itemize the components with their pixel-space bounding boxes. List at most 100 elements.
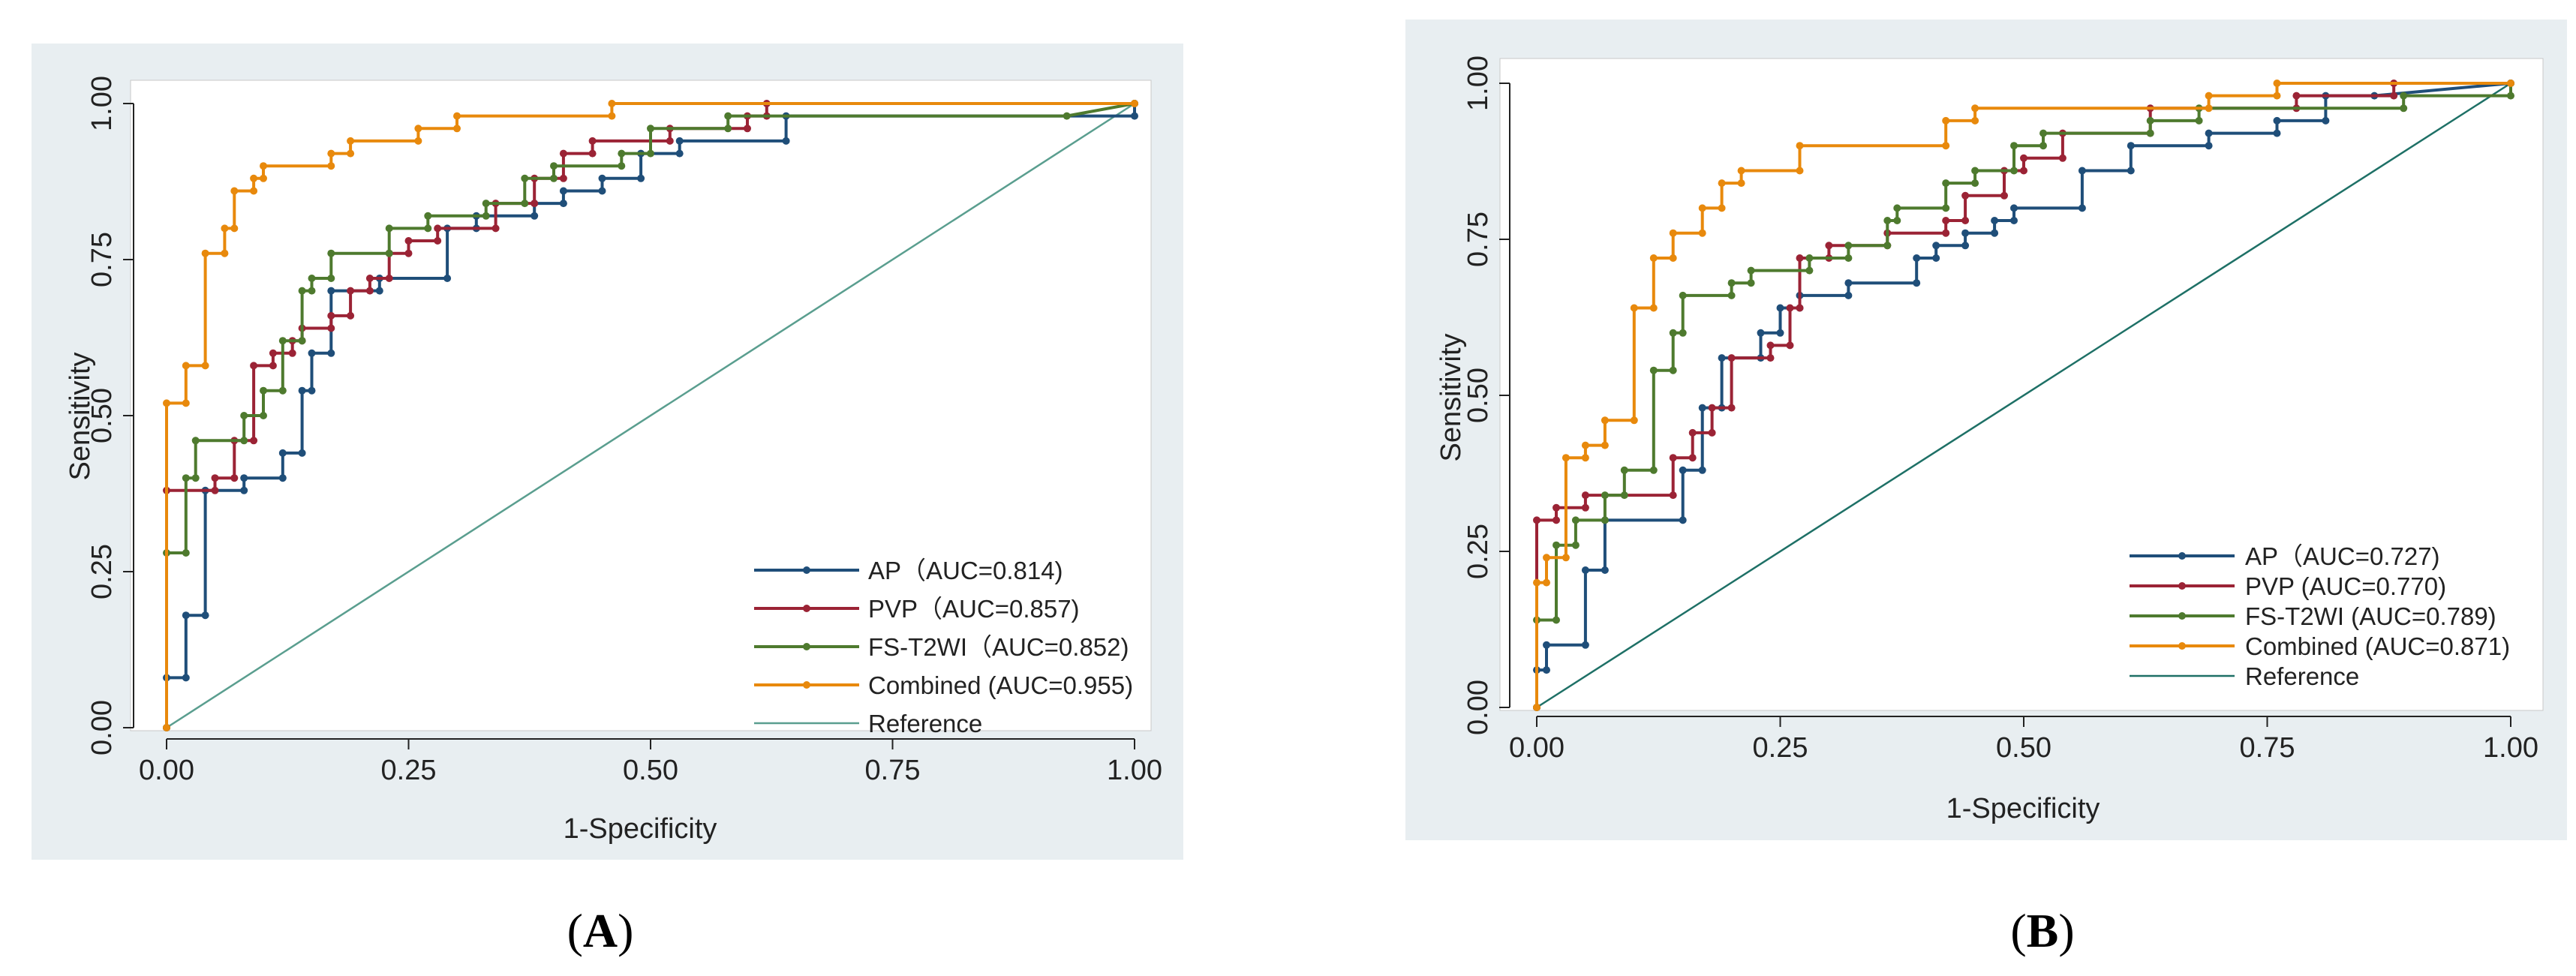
panel-b-data-point xyxy=(2205,142,2213,150)
panel-b-data-point xyxy=(1883,217,1892,224)
panel-b-data-point xyxy=(1708,404,1716,412)
panel-a-data-point xyxy=(647,125,654,133)
panel-b-data-point xyxy=(2400,92,2408,100)
panel-a-data-point xyxy=(250,187,258,195)
panel-a-data-point xyxy=(163,724,170,731)
panel-b-data-point xyxy=(1971,116,1979,125)
panel-b-data-point xyxy=(2020,167,2027,175)
panel-a-data-point xyxy=(182,674,190,682)
panel-b-legend-entry: Combined (AUC=0.871) xyxy=(2130,632,2510,660)
panel-a-data-point xyxy=(1063,112,1071,120)
panel-a-data-point xyxy=(521,200,529,208)
panel-a-data-point xyxy=(269,362,277,370)
panel-a-legend-label: FS-T2WI（AUC=0.852) xyxy=(868,633,1129,661)
panel-b-legend-entry: PVP (AUC=0.770) xyxy=(2130,572,2446,600)
panel-a-label: (A) xyxy=(567,904,634,957)
panel-b-data-point xyxy=(2273,92,2281,100)
panel-a-data-point xyxy=(278,474,287,482)
panel-a-label-letter: A xyxy=(583,904,618,957)
panel-b-data-point xyxy=(1913,279,1921,287)
panel-b-data-point xyxy=(1844,242,1853,250)
panel-b-data-point xyxy=(1776,329,1784,337)
panel-a-data-point xyxy=(598,174,606,182)
panel-b-y-tick-label: 0.25 xyxy=(1462,524,1494,579)
panel-b-data-point xyxy=(1601,416,1609,425)
panel-a-data-point xyxy=(191,437,200,445)
panel-a-data-point xyxy=(443,275,452,282)
panel-a-legend-entry: AP（AUC=0.814) xyxy=(754,557,1063,584)
panel-a-y-axis-title: Sensitivity xyxy=(65,352,96,480)
panel-b-data-point xyxy=(1805,266,1814,275)
panel-a-data-point xyxy=(327,311,335,320)
panel-a-legend-marker xyxy=(803,643,810,650)
panel-b-data-point xyxy=(1737,179,1745,188)
panel-b-data-point xyxy=(1553,516,1560,524)
panel-a-data-point xyxy=(211,486,219,494)
panel-b-data-point xyxy=(1971,104,1979,113)
panel-b-data-point xyxy=(1727,354,1736,362)
panel-a-data-point xyxy=(385,249,393,257)
panel-b-data-point xyxy=(1942,116,1950,125)
panel-b-data-point xyxy=(1991,229,1999,237)
panel-b-data-point xyxy=(1883,242,1892,250)
panel-b-data-point xyxy=(1698,404,1706,412)
panel-b-x-tick-label: 0.00 xyxy=(1509,732,1565,764)
panel-a-data-point xyxy=(327,249,335,257)
panel-b-data-point xyxy=(1543,578,1550,587)
panel-a-data-point xyxy=(434,224,442,233)
panel-b: 0.00 0.25 0.50 0.75 1.00 0.00 0.25 0.50 0.75 1.00… xyxy=(1405,20,2567,957)
panel-a-data-point xyxy=(240,474,248,482)
panel-b-series-line xyxy=(1535,82,2511,707)
panel-b-data-point xyxy=(1737,167,1745,175)
panel-a-legend-entry: FS-T2WI（AUC=0.852) xyxy=(754,633,1129,661)
panel-b-data-point xyxy=(2322,116,2330,125)
panel-b-data-point xyxy=(1669,366,1677,374)
panel-a-data-point xyxy=(260,412,267,419)
panel-a-data-point xyxy=(347,137,355,145)
panel-b-data-point xyxy=(1766,354,1775,362)
panel-b-data-point xyxy=(1553,541,1560,549)
panel-a-data-point xyxy=(559,200,567,208)
panel-b-data-point xyxy=(2146,116,2154,125)
panel-b-data-point xyxy=(1718,204,1726,212)
panel-a-data-point xyxy=(260,386,267,395)
panel-b-data-point xyxy=(1581,566,1589,574)
panel-a-data-point xyxy=(550,174,558,182)
panel-a-data-point xyxy=(250,174,258,182)
panel-b-legend-entry: Reference xyxy=(2130,662,2359,690)
panel-a-data-point xyxy=(1131,112,1138,120)
panel-a-data-point xyxy=(182,399,190,407)
panel-b-data-point xyxy=(1553,503,1560,512)
panel-a-data-point xyxy=(347,149,355,158)
panel-a-data-point xyxy=(250,437,258,445)
panel-b-data-point xyxy=(2010,142,2018,150)
panel-b-data-point xyxy=(1942,217,1950,224)
panel-b-data-point xyxy=(1805,254,1814,262)
panel-b-data-point xyxy=(1601,491,1609,500)
panel-a-legend: AP（AUC=0.814) PVP（AUC=0.857) FS-T2WI（AUC=0… xyxy=(754,557,1133,737)
panel-a-data-point xyxy=(744,125,751,133)
panel-b-data-point xyxy=(1747,279,1755,287)
panel-b-legend-label: Combined (AUC=0.871) xyxy=(2245,632,2510,660)
panel-a-data-point xyxy=(278,449,287,457)
panel-b-data-point xyxy=(1533,578,1540,587)
panel-b-data-point xyxy=(1543,554,1550,562)
panel-b-data-point xyxy=(1971,179,1979,188)
panel-a-data-point xyxy=(347,287,355,295)
panel-b-data-point xyxy=(1718,354,1726,362)
panel-a-data-point xyxy=(163,399,170,407)
panel-a-data-point xyxy=(308,349,316,357)
panel-b-data-point xyxy=(1961,229,1970,237)
panel-a-data-point xyxy=(521,174,529,182)
panel-b-data-point xyxy=(1620,466,1628,474)
panel-a-data-point xyxy=(414,137,422,145)
panel-b-data-point xyxy=(1961,242,1970,250)
panel-b-data-point xyxy=(1630,416,1638,425)
panel-b-data-point xyxy=(1961,191,1970,200)
panel-b-data-point xyxy=(1601,441,1609,449)
panel-a-y-tick-label: 0.25 xyxy=(86,544,118,599)
panel-a-data-point xyxy=(327,275,335,282)
panel-b-data-point xyxy=(1796,304,1804,312)
panel-b-data-point xyxy=(1893,217,1901,224)
panel-b-data-point xyxy=(2078,204,2086,212)
